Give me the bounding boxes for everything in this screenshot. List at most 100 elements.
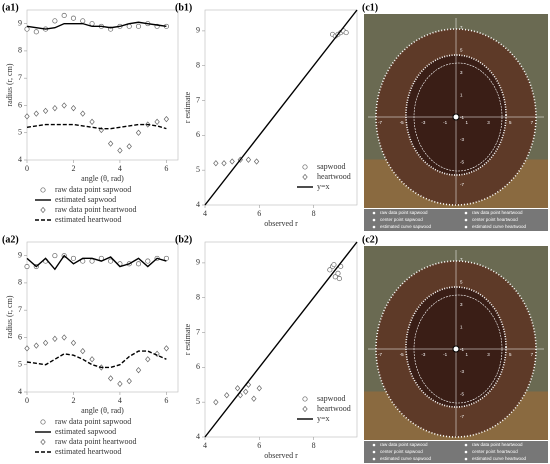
legend-symbol	[464, 225, 468, 229]
legend-marker	[302, 405, 308, 413]
photo-x-tick: 3	[487, 352, 490, 357]
circle-marker	[135, 261, 142, 267]
diamond-marker	[70, 339, 77, 347]
photo-x-tick: -7	[378, 120, 382, 125]
heartwood-curve	[405, 286, 507, 408]
legend-symbol	[372, 457, 376, 461]
legend-box	[364, 209, 548, 231]
y-axis-title: r estimate	[183, 91, 192, 123]
photo-legend: raw data point sapwood raw data point hea…	[364, 441, 548, 463]
circle-marker	[24, 263, 30, 270]
circle-marker	[126, 23, 132, 29]
series-line	[26, 254, 167, 271]
x-tick-label: 2	[71, 396, 75, 405]
diamond-marker	[70, 105, 77, 112]
diamond-marker	[135, 367, 142, 374]
diamond-marker	[163, 345, 170, 352]
legend-label: estimated sapwood	[55, 195, 116, 204]
y-tick-label: 6	[196, 130, 200, 139]
legend-symbol	[372, 443, 376, 447]
legend-box	[364, 441, 548, 463]
y-tick-label: 9	[196, 26, 200, 35]
photo-x-tick: -5	[400, 352, 404, 357]
legend-label: heartwood	[317, 172, 351, 181]
series-line	[26, 350, 167, 369]
panel-label: (a2)	[2, 234, 19, 245]
diamond-marker	[80, 347, 86, 355]
photo-y-tick: -5	[460, 160, 464, 165]
legend-marker	[302, 164, 308, 170]
diamond-marker	[126, 143, 132, 150]
diamond-marker	[107, 375, 114, 382]
circle-marker	[70, 255, 77, 261]
x-tick-label: 8	[312, 441, 316, 450]
photo-y-tick: 3	[460, 302, 463, 307]
y-tick-label: 9	[18, 18, 22, 27]
x-tick-label: 4	[118, 164, 122, 173]
y-tick-label: 5	[196, 397, 200, 406]
plot-area	[204, 9, 358, 206]
legend-symbol	[372, 225, 376, 229]
heartwood-curve	[405, 54, 507, 176]
circle-marker	[331, 262, 337, 268]
circle-marker	[61, 12, 67, 19]
photo-y-tick: 1	[460, 324, 463, 329]
panel-label: (c2)	[362, 234, 378, 245]
diamond-marker	[213, 160, 219, 167]
diamond-marker	[251, 395, 257, 402]
legend-label: center point sapwood	[380, 449, 423, 454]
y-tick-label: 4	[196, 432, 200, 441]
y-tick-label: 7	[196, 95, 200, 104]
legend-symbol	[464, 450, 468, 454]
plot-area	[24, 12, 170, 154]
legend-label: raw data point sapwood	[55, 417, 131, 426]
legend-symbol	[372, 218, 376, 222]
y-tick-label: 9	[196, 258, 200, 267]
diamond-marker	[80, 110, 86, 117]
diamond-marker	[253, 158, 260, 165]
diamond-marker	[154, 350, 160, 357]
photo-y-tick: -3	[460, 369, 464, 374]
diamond-marker	[245, 156, 252, 163]
legend-label: sapwood	[317, 162, 345, 171]
diamond-marker	[135, 129, 142, 136]
photo-y-tick: -5	[460, 392, 464, 397]
photo-y-tick: 7	[460, 257, 463, 262]
circle-marker	[336, 276, 342, 282]
circle-marker	[145, 258, 151, 264]
photo-y-tick: -3	[460, 137, 464, 142]
legend-label: raw data point sapwood	[380, 210, 428, 215]
diamond-marker	[126, 377, 132, 385]
diamond-marker	[33, 342, 39, 349]
photo-y-tick: 5	[460, 280, 463, 285]
photo-x-tick: -3	[421, 120, 425, 125]
photo-y-tick: -7	[460, 414, 464, 419]
panel-label: (c1)	[362, 2, 378, 13]
diamond-marker	[224, 392, 230, 399]
x-axis-title: observed r	[264, 451, 298, 460]
photo-y-tick: -1	[460, 115, 464, 120]
x-tick-label: 4	[203, 209, 207, 218]
x-axis-title: observed r	[264, 219, 298, 228]
diamond-marker	[89, 356, 95, 363]
x-tick-label: 8	[312, 209, 316, 218]
y-tick-label: 7	[196, 327, 200, 336]
legend-marker	[40, 419, 46, 425]
legend-label: raw data point sapwood	[55, 185, 131, 194]
legend-label: center point sapwood	[380, 217, 423, 222]
circle-marker	[89, 258, 95, 264]
photo-x-tick: -1	[443, 352, 447, 357]
legend-label: y=x	[317, 414, 330, 423]
photo-x-tick: 5	[509, 352, 512, 357]
series-line	[204, 241, 358, 438]
circle-marker	[52, 18, 58, 24]
x-tick-label: 2	[71, 164, 75, 173]
legend-symbol	[464, 457, 468, 461]
legend-marker	[40, 206, 46, 214]
y-tick-label: 8	[196, 61, 200, 70]
circle-marker	[89, 21, 95, 27]
diamond-marker	[117, 147, 123, 154]
legend-label: raw data point heartwood	[472, 210, 523, 215]
legend-marker	[302, 396, 308, 402]
y-tick-label: 5	[18, 128, 22, 137]
